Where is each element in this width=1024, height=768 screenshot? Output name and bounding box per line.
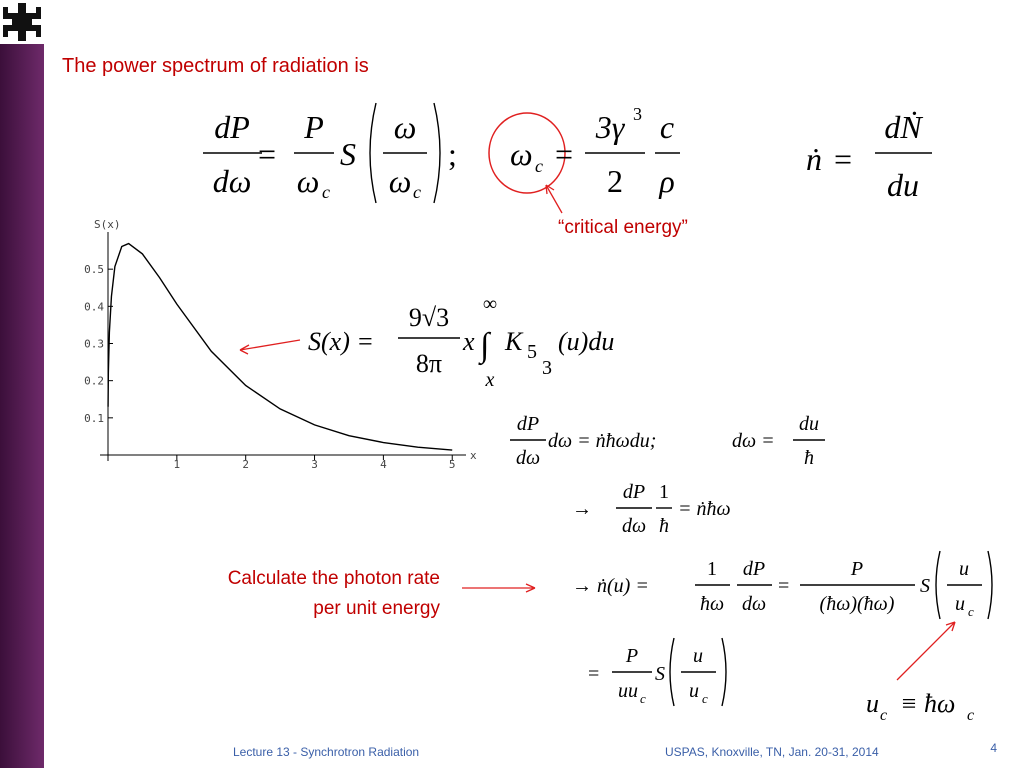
math-power: S [340,136,356,172]
math-step3: c [968,604,974,619]
math-uc: c [880,707,887,724]
math-sx: ∫ [478,327,492,366]
math-power: ω [389,163,412,199]
math-step4: u [689,680,699,702]
math-sx: S(x) = [308,327,374,356]
math-step1: dP [517,413,539,435]
math-rate: = [834,141,852,177]
math-critical: ω [510,136,533,172]
math-step3: u [955,593,965,615]
math-step3: ħω [700,593,724,615]
math-step2: ħ [659,515,669,537]
footer-right: USPAS, Knoxville, TN, Jan. 20-31, 2014 [665,745,879,759]
page-number: 4 [990,741,997,755]
math-step3: 1 [707,558,717,580]
math-power: c [413,182,421,202]
math-sx: 3 [542,357,552,379]
math-step4: S [655,663,665,685]
math-power: P [303,109,324,145]
math-power: dω [213,163,252,199]
footer-left: Lecture 13 - Synchrotron Radiation [233,745,419,759]
math-sx: ∞ [483,293,497,315]
annotation: “critical energy” [558,217,688,238]
math-step4: u [693,645,703,667]
logo [3,3,41,41]
math-sx: 5 [527,341,537,363]
math-power: c [322,182,330,202]
math-step4: c [702,691,708,706]
brackets [369,102,993,707]
math-power: ω [297,163,320,199]
math-critical: 2 [607,163,623,199]
math-step1: dω = ṅħωdu; [548,430,656,452]
x-tick-label: 5 [449,458,456,471]
math-rate: du [887,167,919,203]
math-step3: P [850,558,863,580]
y-tick-label: 0.2 [84,375,104,388]
math-step2: dP [623,481,645,503]
math-rate: dṄ [884,109,923,145]
math-step3: u [959,558,969,580]
math-power: ; [448,136,457,172]
math-step4: = [588,663,599,685]
math-critical: = [555,136,573,172]
math-step4: P [625,645,638,667]
x-tick-label: 2 [242,458,249,471]
x-tick-label: 4 [380,458,387,471]
math-step1: ħ [804,447,814,469]
x-tick-label: 3 [311,458,318,471]
math-rate: ṅ [806,141,822,177]
math-step3: dω [742,593,766,615]
math-step2: 1 [659,481,669,503]
math-step1: du [799,413,819,435]
highlight-circle [488,112,566,194]
math-step3: = [778,575,789,597]
y-tick-label: 0.1 [84,412,104,425]
slide-title: The power spectrum of radiation is [62,55,369,77]
math-step1: dω = [732,430,775,452]
math-critical: ρ [658,163,674,199]
side-bar [0,0,44,768]
math-critical: 3γ [595,109,626,145]
math-power: = [258,136,276,172]
math-critical: 3 [633,104,642,124]
math-step3: (ħω)(ħω) [820,593,895,615]
math-step3: → ṅ(u) = [572,575,649,597]
math-step2: → [572,498,592,520]
math-sx: 9√3 [409,303,449,332]
y-tick-label: 0.5 [84,263,104,276]
side-note: Calculate the photon rate [228,568,440,589]
math-sx: K [504,327,524,356]
arrows [239,184,956,681]
math-sx: x [485,369,495,391]
y-axis-label: S(x) [94,218,121,231]
math-uc: c [967,707,974,724]
math-step2: dω [622,515,646,537]
math-step4: c [640,691,646,706]
curve [107,242,453,451]
math-step3: S [920,575,930,597]
math-step2: = ṅħω [678,498,731,520]
fraction-bars [203,152,982,673]
math-power: dP [214,109,250,145]
math-uc: ≡ ħω [900,689,955,718]
math-step4: uu [618,680,638,702]
math-critical: c [660,109,674,145]
math-power: ω [394,109,417,145]
math-uc: u [866,689,879,718]
y-tick-label: 0.4 [84,300,104,313]
math-step1: dω [516,447,540,469]
math-critical: c [535,156,543,176]
side-note: per unit energy [313,598,440,619]
math-step3: dP [743,558,765,580]
math-sx: x [462,327,475,356]
math-sx: 8π [416,349,442,378]
y-tick-label: 0.3 [84,338,104,351]
math-sx: (u)du [558,327,614,356]
x-axis-label: x [470,449,477,462]
x-tick-label: 1 [174,458,181,471]
